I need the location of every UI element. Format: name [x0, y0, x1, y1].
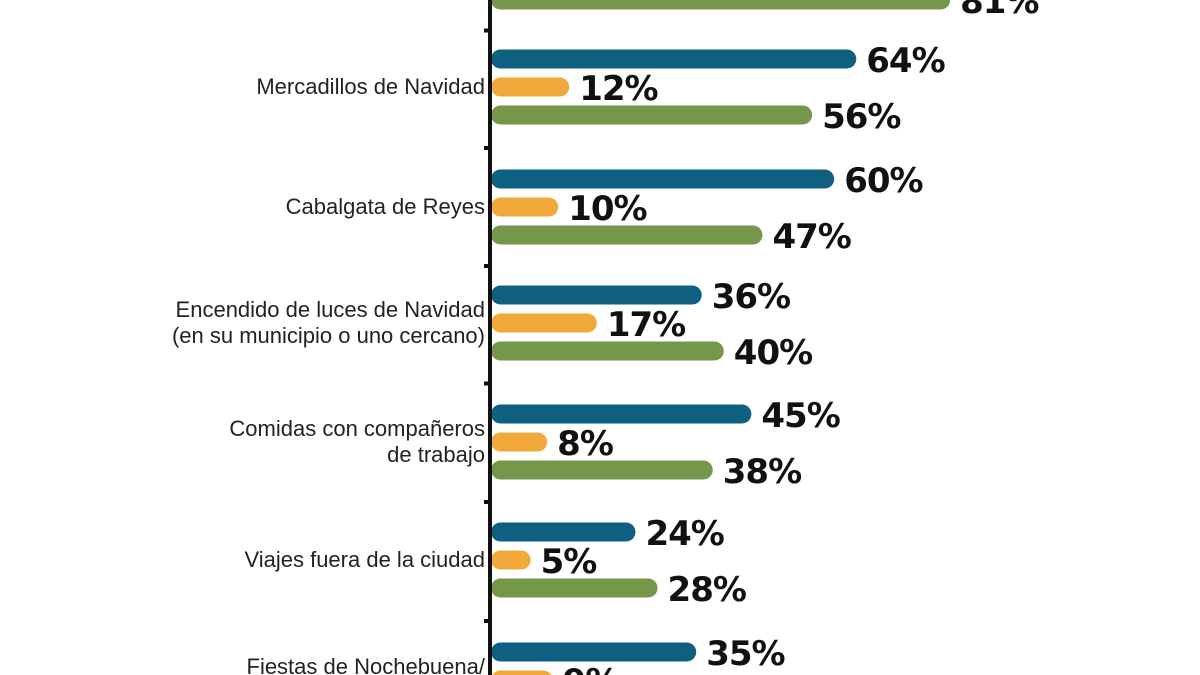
- data-label: 35%: [706, 634, 785, 674]
- data-label: 12%: [579, 69, 658, 109]
- bar: [491, 404, 752, 424]
- data-label: 5%: [540, 542, 598, 582]
- data-label: 9%: [563, 665, 620, 675]
- bar: [491, 105, 813, 125]
- data-label: 28%: [667, 570, 747, 610]
- category-label: Fiestas de Nochebuena/ Nochevieja/Reyes …: [246, 654, 486, 675]
- bar: [491, 225, 763, 245]
- category-label: Viajes fuera de la ciudad: [244, 547, 485, 572]
- data-label: 64%: [866, 41, 945, 81]
- bar: [491, 169, 835, 189]
- bar: [491, 460, 713, 480]
- bar: [491, 197, 559, 217]
- bar: [491, 285, 702, 305]
- bar: [491, 341, 724, 361]
- data-label: 17%: [606, 305, 686, 345]
- bar: [491, 0, 951, 10]
- data-label: 81%: [960, 0, 1039, 22]
- data-label: 10%: [568, 189, 647, 229]
- bar: [491, 522, 636, 542]
- bar: [491, 77, 570, 97]
- data-label: 47%: [772, 217, 851, 257]
- bar: [491, 550, 531, 570]
- bar: [491, 642, 697, 662]
- bar: [492, 670, 552, 675]
- category-label: Cabalgata de Reyes: [285, 194, 485, 219]
- bar: [491, 432, 548, 452]
- data-label: 60%: [844, 161, 923, 201]
- data-label: 38%: [722, 452, 802, 492]
- data-label: 56%: [822, 97, 901, 137]
- bar: [491, 578, 658, 598]
- data-label: 36%: [711, 277, 791, 317]
- data-label: 8%: [557, 424, 614, 464]
- bar: [491, 313, 597, 333]
- category-label: Encendido de luces de Navidad (en su mun…: [171, 297, 485, 348]
- data-label: 24%: [645, 514, 724, 554]
- bar: [491, 49, 857, 69]
- data-label: 45%: [761, 396, 840, 436]
- data-label: 40%: [733, 333, 813, 373]
- category-label: Comidas con compañeros de trabajo: [229, 416, 485, 467]
- category-label: Mercadillos de Navidad: [256, 74, 485, 99]
